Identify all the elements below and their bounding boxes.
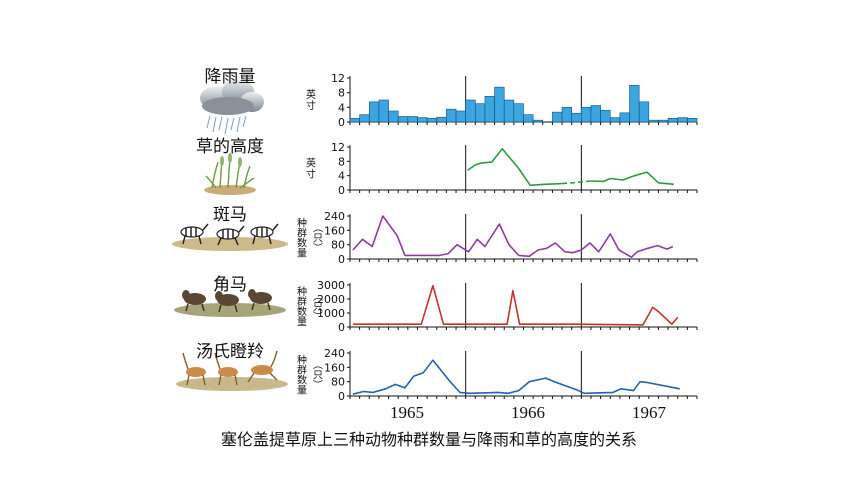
rainfall-bar — [687, 118, 698, 123]
gazelle-title: 汤氏瞪羚 — [196, 342, 264, 362]
rainfall-title: 降雨量 — [205, 67, 256, 87]
gazelle-ytick-label: 0 — [338, 390, 345, 403]
rainfall-bar — [619, 112, 630, 123]
year-label-1967: 1967 — [632, 403, 667, 422]
rainfall-ylabel: 英寸 — [304, 88, 316, 111]
rainfall-bar — [600, 109, 611, 123]
rainfall-bar — [359, 114, 370, 123]
wildebeest-ytick-label: 1000 — [317, 307, 345, 320]
gazelle-series-line — [352, 359, 680, 395]
rainfall-bar — [475, 103, 486, 123]
grass-height-ylabel: 英寸 — [304, 156, 316, 179]
rainfall-bar — [648, 119, 659, 123]
rainfall-bar — [638, 101, 650, 123]
rainfall-bar — [609, 117, 621, 123]
zebra-ytick-label: 240 — [324, 210, 345, 223]
zebra-icon — [172, 223, 288, 251]
rainfall-bar — [407, 116, 418, 123]
wildebeest-title: 角马 — [213, 275, 247, 295]
rainfall-bar — [590, 105, 601, 123]
wildebeest-ytick-label: 3000 — [317, 279, 345, 292]
gazelle-ylabel: 种群数量 （只） — [295, 353, 323, 394]
grass-height-title: 草的高度 — [196, 137, 264, 157]
rainfall-bar — [426, 118, 438, 123]
zebra-series-line — [352, 215, 674, 259]
zebra-ytick-label: 160 — [324, 224, 345, 237]
wildebeest-series-line — [352, 284, 679, 326]
rainfall-bar — [532, 119, 544, 123]
rainfall-bar — [436, 116, 447, 123]
rainfall-ytick-label: 0 — [338, 116, 345, 129]
grass-height-ytick-label: 8 — [338, 155, 345, 168]
gazelle-ytick-label: 80 — [331, 376, 345, 389]
rainfall-ytick-label: 12 — [331, 72, 345, 85]
wildebeest-ylabel-unit: （只） — [311, 291, 323, 321]
wildebeest-ytick-label: 0 — [338, 321, 345, 334]
rainfall-bar — [465, 99, 476, 123]
rainfall-bar — [658, 119, 669, 123]
rainfall-bar — [523, 114, 534, 123]
figure-caption: 塞伦盖提草原上三种动物种群数量与降雨和草的高度的关系 — [221, 430, 637, 449]
grass-height-series-line — [590, 171, 674, 186]
wildebeest-ytick-label: 2000 — [317, 293, 345, 306]
gazelle-ytick-label: 240 — [324, 347, 345, 360]
zebra-ylabel-unit: （只） — [311, 223, 323, 253]
rainfall-bar — [581, 107, 592, 123]
rain-cloud-icon — [200, 79, 264, 135]
rainfall-bar — [388, 110, 399, 123]
grass-height-series-line — [467, 148, 563, 187]
rainfall-bar — [455, 110, 466, 123]
rainfall-bar — [397, 116, 409, 123]
wildebeest-icon — [174, 289, 286, 317]
zebra-ylabel: 种群数量 （只） — [295, 216, 323, 257]
wildebeest-ylabel-main: 种群数量 — [295, 285, 307, 326]
grass-height-ytick-label: 0 — [338, 184, 345, 197]
rainfall-bar — [446, 108, 457, 123]
rainfall-bar — [552, 111, 563, 123]
grass-height-ytick-label: 4 — [338, 170, 345, 183]
year-label-1966: 1966 — [511, 403, 545, 422]
rainfall-bar — [417, 117, 428, 123]
rainfall-bar — [561, 107, 572, 123]
rainfall-bar — [667, 118, 679, 123]
rainfall-bar — [494, 86, 505, 123]
grass-icon — [204, 153, 256, 195]
zebra-title: 斑马 — [213, 205, 247, 225]
rainfall-bar — [484, 96, 495, 123]
year-label-1965: 1965 — [390, 403, 424, 422]
zebra-ytick-label: 0 — [338, 253, 345, 266]
grass-height-ytick-label: 12 — [331, 141, 345, 154]
gazelle-ylabel-unit: （只） — [311, 360, 323, 390]
rainfall-bar — [349, 118, 360, 123]
grass-height-series-line — [562, 180, 592, 185]
rainfall-bar — [503, 99, 515, 123]
rainfall-bar — [368, 101, 380, 123]
rainfall-bar — [378, 99, 389, 123]
zebra-ytick-label: 80 — [331, 239, 345, 252]
rainfall-bar — [677, 117, 688, 123]
rainfall-bar — [629, 85, 640, 123]
gazelle-icon — [176, 350, 288, 391]
rainfall-ytick-label: 4 — [338, 101, 345, 114]
gazelle-ytick-label: 160 — [324, 361, 345, 374]
rainfall-bar — [571, 112, 582, 123]
rainfall-ytick-label: 8 — [338, 87, 345, 100]
wildebeest-ylabel: 种群数量 （只） — [295, 285, 323, 326]
zebra-ylabel-main: 种群数量 — [295, 216, 307, 257]
rainfall-bar — [513, 103, 524, 123]
gazelle-ylabel-main: 种群数量 — [295, 353, 307, 394]
